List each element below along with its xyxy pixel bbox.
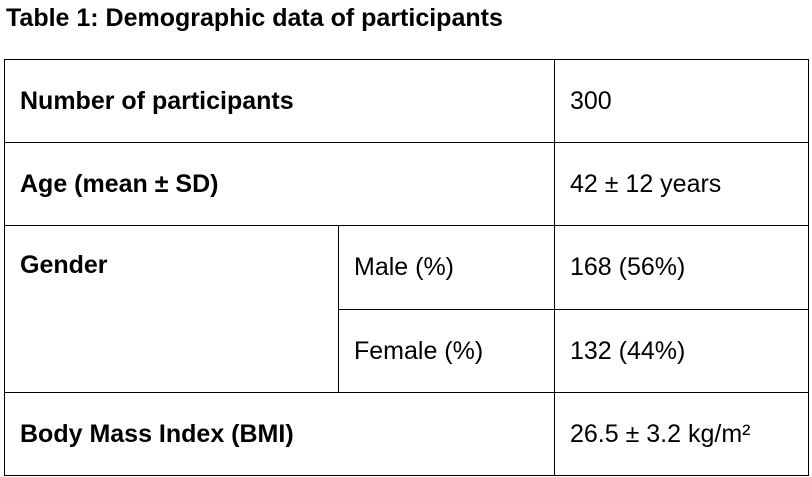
sub-value-female: 132 (44%) <box>554 308 809 393</box>
row-value-bmi: 26.5 ± 3.2 kg/m² <box>554 391 809 477</box>
table-row: Female (%) 132 (44%) <box>5 308 809 393</box>
table-row: Body Mass Index (BMI) 26.5 ± 3.2 kg/m² <box>4 391 809 477</box>
sub-label-female: Female (%) <box>338 308 555 393</box>
sub-label-male: Male (%) <box>338 225 555 310</box>
table-row: Gender Male (%) 168 (56%) <box>4 225 809 393</box>
row-label-age: Age (mean ± SD) <box>4 142 555 227</box>
table-caption: Table 1: Demographic data of participant… <box>6 4 503 32</box>
row-value-age: 42 ± 12 years <box>554 142 809 227</box>
table-row: Number of participants 300 <box>4 58 809 144</box>
row-label-bmi: Body Mass Index (BMI) <box>4 391 555 477</box>
row-label-participants: Number of participants <box>4 58 555 144</box>
demographics-table: Number of participants 300 Age (mean ± S… <box>4 58 809 477</box>
sub-value-male: 168 (56%) <box>554 225 809 310</box>
row-value-participants: 300 <box>554 58 809 144</box>
table-row: Age (mean ± SD) 42 ± 12 years <box>4 142 809 227</box>
row-label-gender: Gender <box>4 225 339 393</box>
